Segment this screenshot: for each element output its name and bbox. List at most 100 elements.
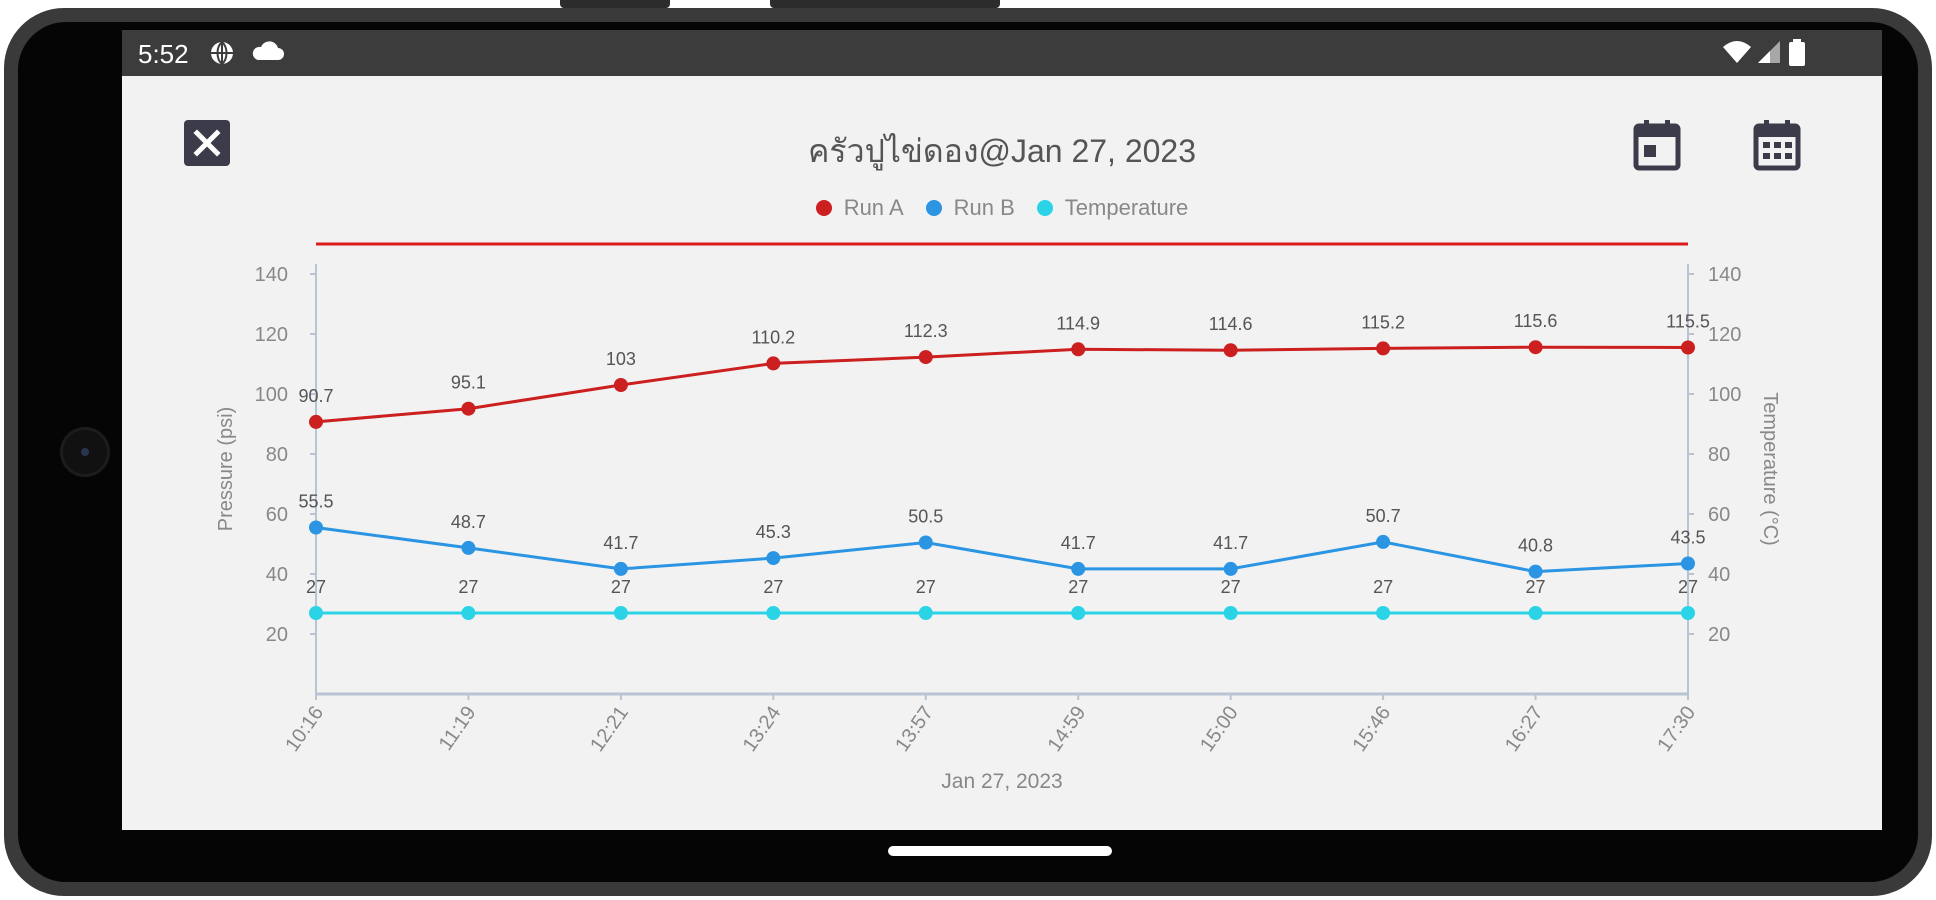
series-line-run-b <box>315 526 1689 574</box>
data-point-run-a <box>1071 342 1086 357</box>
home-indicator[interactable] <box>888 846 1112 856</box>
data-label-run-b: 41.7 <box>1213 533 1248 553</box>
data-point-run-b <box>1223 561 1238 576</box>
data-label-run-a: 114.6 <box>1209 314 1253 334</box>
legend-marker-temperature <box>1036 200 1053 216</box>
volume-button <box>770 0 1000 8</box>
x-axis-tick-label: 13:57 <box>891 702 938 756</box>
data-label-run-b: 55.5 <box>298 492 333 512</box>
data-point-temperature <box>766 606 781 620</box>
data-label-run-a: 110.2 <box>751 327 795 347</box>
data-point-run-b <box>918 535 933 550</box>
left-axis-tick-label: 120 <box>255 324 288 346</box>
left-axis-tick-label: 100 <box>255 384 288 406</box>
data-point-temperature <box>309 606 323 620</box>
x-axis-tick-label: 12:21 <box>586 702 633 756</box>
data-point-run-b <box>766 551 781 566</box>
close-button[interactable] <box>184 120 230 166</box>
data-point-run-b <box>1681 556 1695 571</box>
data-point-temperature <box>1528 606 1543 620</box>
x-axis-tick-label: 15:00 <box>1196 702 1243 756</box>
data-point-run-b <box>1528 564 1543 579</box>
data-point-temperature <box>1223 606 1238 620</box>
x-axis-tick-label: 11:19 <box>435 702 481 754</box>
legend-item-temperature[interactable]: Temperature <box>1036 195 1188 221</box>
data-label-run-b: 45.3 <box>756 522 791 542</box>
wifi-icon <box>1722 38 1752 71</box>
legend-item-run-b[interactable]: Run B <box>925 195 1015 221</box>
data-point-run-a <box>1681 340 1695 355</box>
data-point-temperature <box>1681 606 1695 620</box>
data-label-temperature: 27 <box>1068 577 1088 597</box>
data-label-temperature: 27 <box>916 577 936 597</box>
legend-label-run-a: Run A <box>843 195 904 220</box>
globe-icon <box>208 38 236 71</box>
data-point-temperature <box>1376 606 1391 620</box>
front-camera <box>60 427 110 477</box>
data-point-run-b <box>309 520 323 535</box>
data-point-run-a <box>918 350 933 365</box>
data-point-temperature <box>1071 606 1086 620</box>
data-point-run-b <box>613 561 628 576</box>
legend-marker-run-b <box>925 200 942 216</box>
data-point-run-a <box>1223 343 1238 358</box>
data-point-run-a <box>461 401 476 416</box>
data-label-run-b: 40.8 <box>1518 536 1553 556</box>
data-label-run-b: 48.7 <box>451 512 486 532</box>
data-label-temperature: 27 <box>458 577 478 597</box>
close-icon <box>193 129 221 157</box>
data-label-run-a: 115.6 <box>1514 311 1558 331</box>
data-label-temperature: 27 <box>611 577 631 597</box>
right-axis-tick-label: 100 <box>1708 384 1741 406</box>
data-point-run-a <box>309 414 323 429</box>
right-axis-tick-label: 80 <box>1708 444 1730 466</box>
left-axis-tick-label: 80 <box>266 444 288 466</box>
data-point-run-a <box>1376 341 1391 356</box>
data-label-run-a: 114.9 <box>1056 313 1100 333</box>
data-point-run-b <box>461 540 476 555</box>
calendar-day-icon <box>1633 120 1681 171</box>
right-axis-title: Temperature (°C) <box>1759 392 1781 546</box>
right-axis-tick-label: 140 <box>1708 264 1741 286</box>
line-chart: 20 40 60 80 100 120 140 20 40 60 80 100 120 140 Pressu… <box>215 242 1781 793</box>
right-axis-tick-label: 20 <box>1708 624 1730 646</box>
data-label-run-b: 41.7 <box>1061 533 1096 553</box>
battery-icon <box>1788 38 1806 73</box>
data-label-run-a: 115.2 <box>1361 312 1405 332</box>
chart-legend: Run A Run B Temperature <box>122 190 1882 226</box>
data-label-run-a: 90.7 <box>298 386 333 406</box>
data-label-temperature: 27 <box>1373 577 1393 597</box>
series-line-run-a <box>315 345 1689 424</box>
power-button <box>560 0 670 8</box>
data-label-run-a: 103 <box>606 349 636 369</box>
calendar-day-button[interactable] <box>1632 118 1682 172</box>
data-point-temperature <box>461 606 476 620</box>
app-header: ครัวปูไข่ดอง@Jan 27, 2023 <box>122 76 1882 186</box>
data-label-run-a: 112.3 <box>904 321 948 341</box>
left-axis-tick-label: 60 <box>266 504 288 526</box>
calendar-month-icon <box>1753 120 1801 171</box>
data-point-run-a <box>766 356 781 371</box>
left-axis-tick-label: 40 <box>266 564 288 586</box>
data-point-run-a <box>613 378 628 392</box>
right-axis-tick-label: 40 <box>1708 564 1730 586</box>
x-axis-title: Jan 27, 2023 <box>941 770 1062 793</box>
data-label-run-b: 43.5 <box>1670 528 1705 548</box>
x-axis-tick-label: 16:27 <box>1501 702 1548 756</box>
data-label-run-a: 95.1 <box>451 373 486 393</box>
left-axis-tick-label: 20 <box>266 624 288 646</box>
x-axis-tick-label: 14:59 <box>1044 702 1091 756</box>
data-label-run-b: 50.7 <box>1366 506 1401 526</box>
x-axis-tick-label: 13:24 <box>739 702 786 756</box>
data-label-run-a: 115.5 <box>1666 312 1710 332</box>
legend-label-run-b: Run B <box>953 195 1015 220</box>
status-bar: 5:52 <box>122 30 1882 76</box>
right-axis-tick-label: 60 <box>1708 504 1730 526</box>
page-title: ครัวปูไข่ดอง@Jan 27, 2023 <box>808 133 1196 169</box>
legend-item-run-a[interactable]: Run A <box>815 195 904 221</box>
data-label-temperature: 27 <box>1221 577 1241 597</box>
x-axis-tick-label: 17:30 <box>1653 702 1700 756</box>
data-point-temperature <box>918 606 933 620</box>
data-point-run-a <box>1528 340 1543 355</box>
calendar-month-button[interactable] <box>1752 118 1802 172</box>
